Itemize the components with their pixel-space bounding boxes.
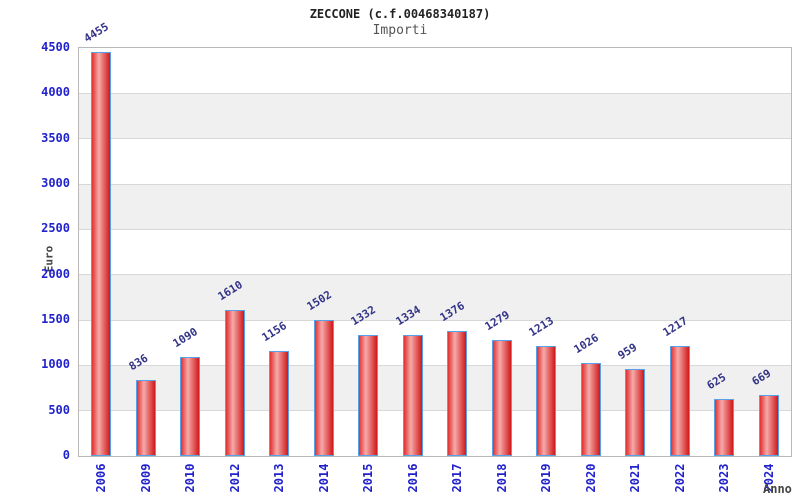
y-tick-label: 2500: [41, 221, 70, 236]
x-tick-label: 2016: [405, 463, 420, 493]
gridline: [79, 183, 791, 185]
x-axis-title: Anno: [763, 482, 792, 496]
value-label: 1332: [348, 303, 379, 329]
y-tick-label: 1000: [41, 357, 70, 372]
y-tick-label: 2000: [41, 266, 70, 281]
gridline: [79, 319, 791, 321]
bar-2015: [358, 335, 379, 456]
value-label: 1279: [482, 308, 512, 334]
bar-2012: [224, 310, 245, 456]
y-tick-label: 3000: [41, 176, 70, 190]
bar-2018: [491, 340, 512, 456]
bar-2020: [580, 362, 601, 456]
bar-2024: [758, 395, 779, 456]
bar-2023: [714, 399, 735, 456]
value-label: 625: [704, 370, 729, 393]
y-tick-label: 4500: [41, 40, 70, 54]
x-tick-label: 2010: [183, 463, 198, 493]
value-label: 669: [749, 366, 774, 389]
y-tick-label: 3500: [41, 130, 70, 145]
x-tick-label: 2022: [672, 463, 687, 493]
y-tick-label: 1500: [41, 312, 70, 326]
x-tick-label: 2012: [227, 463, 242, 493]
gridline: [79, 410, 791, 412]
bar-2009: [135, 380, 156, 456]
x-tick-label: 2019: [539, 463, 554, 493]
y-tick-label: 4000: [41, 85, 70, 100]
x-tick-label: 2023: [717, 463, 732, 493]
bar-2021: [625, 369, 646, 456]
gridline: [79, 364, 791, 366]
value-label: 1376: [437, 299, 468, 325]
x-tick-label: 2013: [272, 463, 287, 493]
chart-subtitle: Importi: [372, 23, 428, 38]
x-tick-label: 2014: [316, 463, 331, 493]
gridline: [79, 92, 791, 94]
value-label: 836: [126, 351, 151, 374]
bar-2016: [402, 335, 423, 456]
value-label: 1213: [526, 314, 557, 340]
x-tick-label: 2017: [450, 463, 465, 493]
value-label: 1502: [304, 287, 334, 313]
bar-2010: [180, 357, 201, 456]
value-label: 1156: [259, 319, 290, 345]
x-tick-label: 2015: [361, 463, 376, 493]
plot-area: 4455 836 1090 1610 1156 1502 1332 1334 1376 1279 1…: [78, 20, 792, 457]
x-tick-label: 2021: [628, 463, 643, 493]
chart-title: ZECCONE (c.f.00468340187): [309, 7, 491, 21]
x-tick-label: 2009: [138, 463, 153, 493]
x-tick-label: 2020: [583, 463, 598, 493]
value-label: 1026: [571, 331, 601, 357]
gridline: [79, 138, 791, 140]
value-label: 1610: [215, 278, 245, 304]
value-label: 1334: [393, 303, 423, 329]
gridline: [79, 274, 791, 276]
gridline: [79, 228, 791, 230]
value-label: 1090: [170, 325, 201, 351]
value-label: 959: [615, 340, 640, 363]
value-label: 1217: [660, 313, 690, 339]
bar-2013: [269, 351, 290, 456]
y-tick-label: 0: [62, 448, 70, 462]
x-tick-label: 2006: [94, 463, 109, 493]
x-tick-label: 2018: [494, 463, 509, 493]
y-tick-label: 500: [48, 402, 70, 417]
bar-2006: [91, 52, 112, 456]
bar-2022: [669, 345, 690, 456]
bar-2017: [447, 331, 468, 456]
bar-2019: [536, 346, 557, 456]
bar-2014: [313, 319, 334, 456]
